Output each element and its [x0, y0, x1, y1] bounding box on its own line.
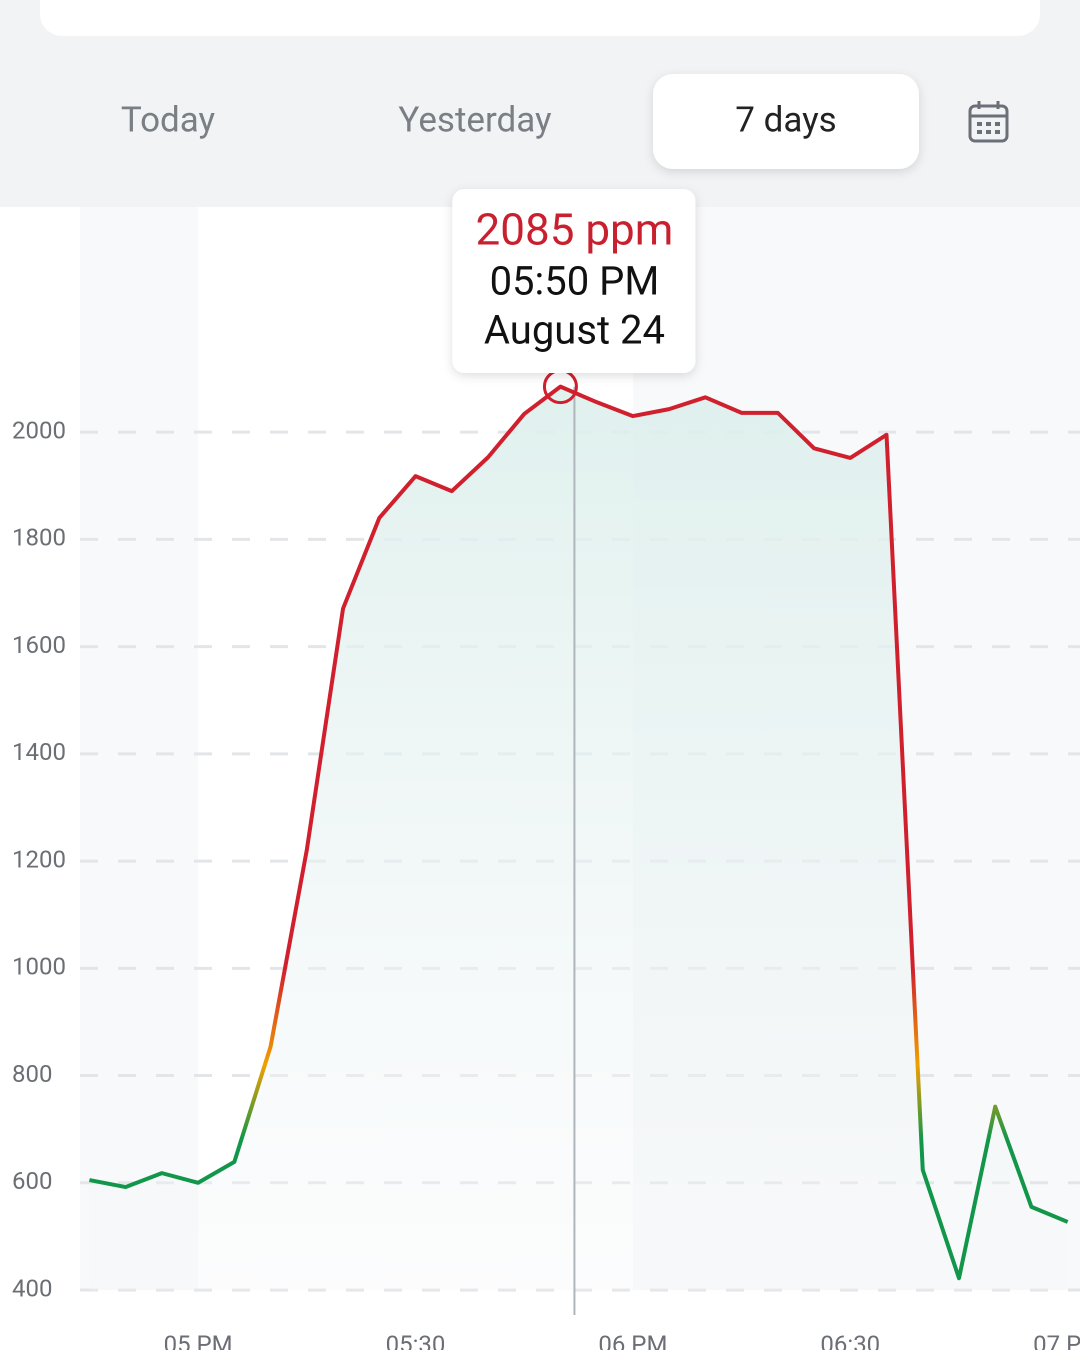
- y-tick-label: 1000: [12, 953, 66, 981]
- y-tick-label: 1400: [12, 738, 66, 766]
- y-tick-label: 400: [12, 1274, 52, 1302]
- x-tick-label: 06 PM: [598, 1330, 667, 1350]
- x-tick-label: 07 PM: [1033, 1330, 1080, 1350]
- x-tick-label: 05 PM: [164, 1330, 233, 1350]
- y-tick-label: 1200: [12, 845, 66, 873]
- tooltip: [452, 189, 696, 373]
- y-tick-label: 600: [12, 1167, 52, 1195]
- tooltip-time: 05:50 PM: [490, 258, 660, 305]
- y-tick-label: 800: [12, 1060, 52, 1088]
- tab[interactable]: Today: [121, 99, 216, 140]
- tab[interactable]: Yesterday: [398, 99, 552, 140]
- y-tick-label: 1600: [12, 631, 66, 659]
- line: [89, 384, 1069, 1281]
- tab-bar: Today Yesterday 7 days: [121, 74, 919, 169]
- y-tick-label: 1800: [12, 524, 66, 552]
- x-tick-label: 05:30: [386, 1330, 446, 1350]
- tooltip-value: 2085 ppm: [476, 204, 674, 256]
- tab[interactable]: 7 days: [735, 99, 837, 140]
- band: [80, 207, 198, 1290]
- chart: 400 600 800 1000 1200 1400 1600 1800 2000 05 PM 05…: [12, 189, 1080, 1350]
- tab-selected-bg: [653, 74, 919, 169]
- y-tick-label: 2000: [12, 417, 66, 445]
- x-tick-label: 06:30: [820, 1330, 880, 1350]
- area-fill: [89, 386, 1068, 1290]
- summary-card: [40, 0, 1040, 36]
- tooltip-date: August 24: [484, 307, 665, 354]
- calendar-button[interactable]: [968, 101, 1009, 143]
